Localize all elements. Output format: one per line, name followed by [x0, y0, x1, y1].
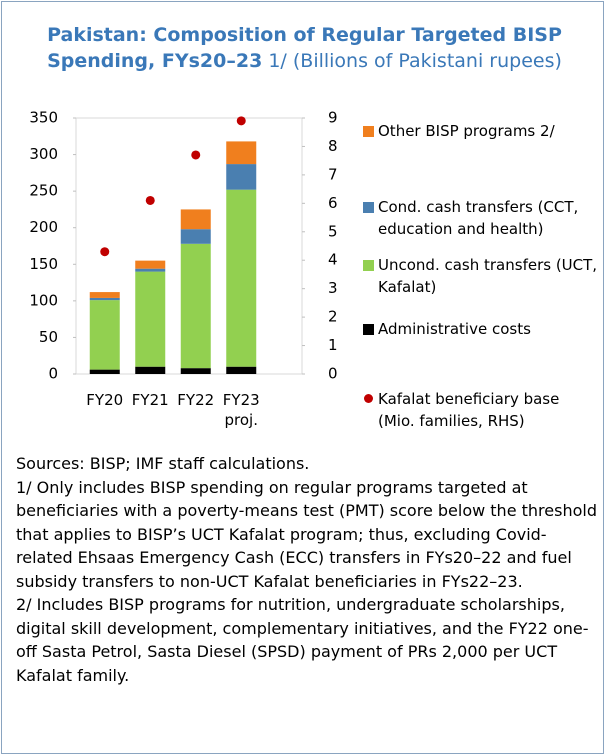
y2-tick-label: 0	[328, 365, 338, 383]
x-tick-label: FY21	[131, 391, 169, 409]
x-tick-label: FY22	[177, 391, 215, 409]
point	[145, 195, 155, 205]
bar-segment	[135, 260, 166, 269]
chart-subtitle: 1/ (Billions of Pakistani rupees)	[268, 50, 562, 72]
bar-segment	[180, 243, 211, 369]
bar-segment	[226, 366, 257, 374]
x-tick-label: FY23 proj.	[222, 391, 260, 429]
y2-tick-label: 3	[328, 279, 338, 297]
y2-tick-label: 5	[328, 222, 338, 240]
bar-segment	[226, 164, 257, 190]
bar-segment	[89, 292, 120, 298]
y2-tick-label: 4	[328, 251, 338, 269]
y-tick-label: 300	[29, 145, 58, 163]
legend-label: Cond. cash transfers (CCT, education and…	[378, 198, 579, 238]
legend-label: Other BISP programs 2/	[378, 122, 555, 140]
legend-label: Uncond. cash transfers (UCT, Kafalat)	[378, 256, 598, 296]
chart: 0 50 100 150 200 250 300 350 0 1 2 3 4 5 6 7 8 9	[29, 109, 338, 383]
legend-swatch	[363, 260, 374, 271]
point	[191, 150, 201, 160]
y-tick-label: 350	[29, 109, 58, 127]
y2-tick-label: 1	[328, 336, 338, 354]
bar-segment	[180, 368, 211, 374]
bar-segment	[89, 297, 120, 301]
note: 2/ Includes BISP programs for nutrition,…	[16, 595, 589, 685]
bar-segment	[135, 366, 166, 374]
bar-segment	[89, 369, 120, 374]
point	[100, 247, 110, 257]
legend-swatch	[364, 394, 373, 403]
y-tick-label: 200	[29, 218, 58, 236]
notes: Sources: BISP; IMF staff calculations. 1…	[16, 452, 598, 687]
y2-tick-label: 7	[328, 165, 338, 183]
legend-swatch	[363, 126, 374, 137]
y-tick-label: 100	[29, 291, 58, 309]
y-tick-label: 0	[48, 365, 58, 383]
x-tick-label: FY20	[86, 391, 124, 409]
y2-tick-label: 2	[328, 308, 338, 326]
bar-segment	[89, 300, 120, 370]
bar-segment	[226, 141, 257, 165]
y-tick-label: 150	[29, 255, 58, 273]
y2-tick-label: 8	[328, 137, 338, 155]
legend-label: Kafalat beneficiary base (Mio. families,…	[378, 390, 560, 430]
y2-tick-label: 6	[328, 194, 338, 212]
legend-swatch	[363, 324, 374, 335]
bar-segment	[180, 209, 211, 230]
legend-swatch	[363, 202, 374, 213]
sources: Sources: BISP; IMF staff calculations.	[16, 454, 310, 473]
y-tick-label: 250	[29, 182, 58, 200]
y-tick-label: 50	[39, 328, 58, 346]
legend-label: Administrative costs	[378, 320, 531, 338]
bar-segment	[226, 189, 257, 367]
bar-segment	[135, 271, 166, 367]
point	[236, 116, 246, 126]
bar-segment	[180, 229, 211, 244]
bar-segment	[135, 268, 166, 272]
title: Pakistan: Composition of Regular Targete…	[12, 22, 597, 74]
note: 1/ Only includes BISP spending on regula…	[16, 477, 597, 591]
chart-title: Pakistan: Composition of Regular Targete…	[47, 24, 562, 72]
y2-tick-label: 9	[328, 109, 338, 127]
